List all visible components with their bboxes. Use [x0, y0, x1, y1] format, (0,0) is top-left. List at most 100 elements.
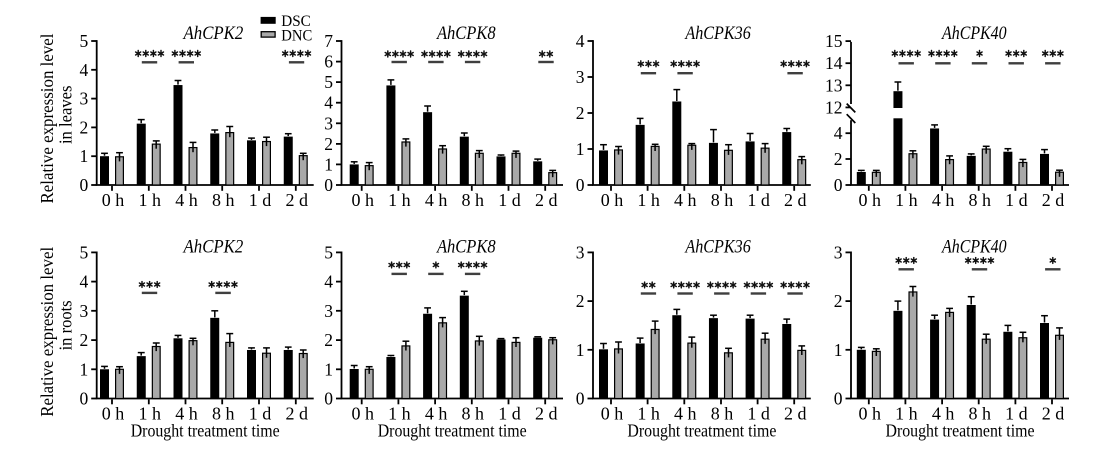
svg-text:1: 1	[576, 340, 585, 360]
svg-text:1 h: 1 h	[388, 403, 411, 423]
svg-text:1 h: 1 h	[139, 403, 162, 423]
svg-text:DSC: DSC	[281, 13, 311, 30]
svg-text:2: 2	[576, 103, 585, 123]
svg-text:1: 1	[79, 359, 88, 379]
svg-text:AhCPK36: AhCPK36	[684, 237, 752, 257]
svg-text:13: 13	[825, 75, 843, 95]
svg-text:in roots: in roots	[56, 300, 76, 350]
svg-text:1 d: 1 d	[747, 190, 770, 210]
svg-text:0 h: 0 h	[351, 190, 374, 210]
svg-text:1 h: 1 h	[895, 403, 918, 423]
svg-text:2: 2	[324, 330, 333, 350]
svg-text:1 h: 1 h	[388, 190, 411, 210]
svg-text:0: 0	[324, 389, 333, 409]
svg-text:2 d: 2 d	[1042, 190, 1065, 210]
svg-text:3: 3	[324, 301, 333, 321]
svg-text:Relative expression level: Relative expression level	[37, 247, 57, 417]
svg-text:4: 4	[79, 272, 88, 292]
svg-text:3: 3	[834, 242, 843, 262]
svg-text:1 h: 1 h	[139, 190, 162, 210]
svg-text:1: 1	[834, 340, 843, 360]
svg-text:AhCPK2: AhCPK2	[182, 24, 244, 44]
svg-text:3: 3	[576, 67, 585, 87]
svg-text:4 h: 4 h	[932, 403, 955, 423]
svg-text:4: 4	[324, 93, 333, 113]
svg-text:8 h: 8 h	[711, 190, 734, 210]
svg-text:2 d: 2 d	[535, 190, 558, 210]
svg-text:8 h: 8 h	[711, 403, 734, 423]
svg-text:Drought treatment time: Drought treatment time	[378, 421, 527, 441]
svg-text:Drought treatment time: Drought treatment time	[886, 421, 1035, 441]
svg-text:0: 0	[576, 389, 585, 409]
svg-text:2: 2	[79, 117, 88, 137]
svg-text:14: 14	[825, 53, 843, 73]
svg-text:1 d: 1 d	[498, 403, 521, 423]
svg-text:4: 4	[576, 31, 585, 51]
svg-text:4 h: 4 h	[674, 403, 697, 423]
svg-text:8 h: 8 h	[462, 403, 485, 423]
svg-text:in leaves: in leaves	[56, 85, 76, 144]
svg-text:0: 0	[324, 175, 333, 195]
svg-text:1 h: 1 h	[895, 190, 918, 210]
svg-text:Drought treatment time: Drought treatment time	[627, 421, 776, 441]
svg-text:2: 2	[79, 330, 88, 350]
svg-text:0: 0	[576, 175, 585, 195]
svg-text:2 d: 2 d	[784, 190, 807, 210]
svg-text:2: 2	[834, 149, 843, 169]
svg-text:4 h: 4 h	[932, 190, 955, 210]
svg-text:1 d: 1 d	[1005, 403, 1028, 423]
svg-text:0 h: 0 h	[102, 190, 125, 210]
svg-text:0 h: 0 h	[351, 403, 374, 423]
svg-text:1 d: 1 d	[249, 190, 272, 210]
svg-text:8 h: 8 h	[968, 190, 991, 210]
svg-text:AhCPK40: AhCPK40	[940, 24, 1007, 44]
svg-text:4 h: 4 h	[175, 403, 198, 423]
svg-text:1: 1	[324, 154, 333, 174]
svg-text:0 h: 0 h	[102, 403, 125, 423]
svg-text:1 d: 1 d	[249, 403, 272, 423]
svg-text:1: 1	[576, 139, 585, 159]
svg-text:3: 3	[79, 89, 88, 109]
svg-text:8 h: 8 h	[212, 403, 235, 423]
svg-text:AhCPK36: AhCPK36	[684, 24, 752, 44]
svg-text:2 d: 2 d	[784, 403, 807, 423]
svg-text:4 h: 4 h	[175, 190, 198, 210]
svg-text:5: 5	[324, 72, 333, 92]
svg-text:1 d: 1 d	[747, 403, 770, 423]
svg-text:0 h: 0 h	[859, 403, 882, 423]
svg-text:1 d: 1 d	[498, 190, 521, 210]
svg-text:0 h: 0 h	[601, 190, 624, 210]
svg-text:0 h: 0 h	[601, 403, 624, 423]
svg-text:2 d: 2 d	[286, 190, 309, 210]
svg-text:DNC: DNC	[281, 27, 312, 44]
svg-text:5: 5	[324, 242, 333, 262]
svg-text:4 h: 4 h	[674, 190, 697, 210]
svg-text:2 d: 2 d	[535, 403, 558, 423]
svg-text:12: 12	[825, 97, 843, 117]
svg-text:AhCPK8: AhCPK8	[435, 237, 496, 257]
svg-text:2: 2	[576, 291, 585, 311]
svg-text:0: 0	[79, 175, 88, 195]
svg-text:AhCPK40: AhCPK40	[940, 237, 1007, 257]
svg-text:8 h: 8 h	[212, 190, 235, 210]
svg-text:8 h: 8 h	[462, 190, 485, 210]
svg-text:4: 4	[834, 123, 843, 143]
svg-text:4: 4	[79, 60, 88, 80]
svg-text:2: 2	[834, 291, 843, 311]
svg-text:1 h: 1 h	[637, 190, 660, 210]
svg-text:2 d: 2 d	[1042, 403, 1065, 423]
svg-text:0: 0	[834, 175, 843, 195]
svg-text:6: 6	[324, 52, 333, 72]
svg-text:2: 2	[324, 134, 333, 154]
svg-text:1: 1	[79, 146, 88, 166]
svg-text:7: 7	[324, 31, 333, 51]
svg-text:1 d: 1 d	[1005, 190, 1028, 210]
svg-text:0: 0	[834, 389, 843, 409]
svg-text:1 h: 1 h	[637, 403, 660, 423]
svg-text:4 h: 4 h	[425, 190, 448, 210]
svg-text:4 h: 4 h	[425, 403, 448, 423]
svg-text:AhCPK2: AhCPK2	[182, 237, 244, 257]
svg-text:0: 0	[79, 389, 88, 409]
svg-text:AhCPK8: AhCPK8	[435, 24, 496, 44]
svg-text:15: 15	[825, 31, 843, 51]
